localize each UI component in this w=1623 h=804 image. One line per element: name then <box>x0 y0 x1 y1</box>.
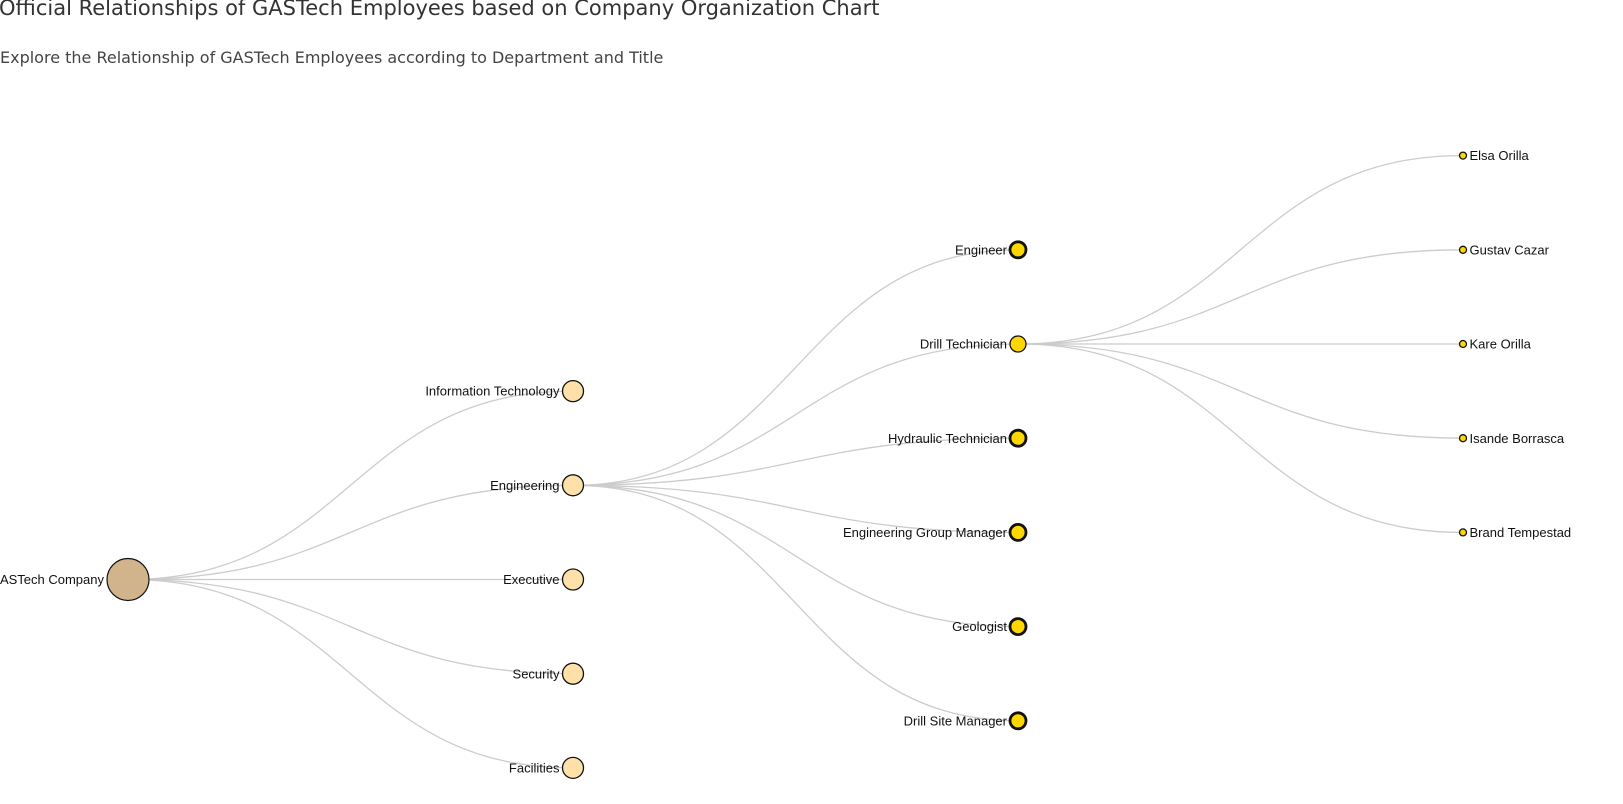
node-circle-security[interactable] <box>561 662 585 685</box>
node-gustav-cazar[interactable]: Gustav Cazar <box>1458 242 1550 257</box>
node-elsa-orilla[interactable]: Elsa Orilla <box>1458 148 1530 163</box>
node-facilities[interactable]: Facilities <box>509 756 585 780</box>
node-label-facilities: Facilities <box>509 760 560 775</box>
node-circle-information-technology[interactable] <box>561 379 585 403</box>
link-engineering-to-geologist <box>572 484 1019 628</box>
link-engineering-to-hydraulic-technician <box>572 437 1019 486</box>
node-circle-executive[interactable] <box>561 568 585 591</box>
node-engineering[interactable]: Engineering <box>490 474 585 497</box>
node-circle-drill-technician[interactable] <box>1009 335 1027 353</box>
node-label-executive: Executive <box>503 572 559 587</box>
node-label-kare-orilla: Kare Orilla <box>1470 337 1532 352</box>
link-gastech-company-to-facilities <box>127 578 574 769</box>
node-label-elsa-orilla: Elsa Orilla <box>1470 148 1530 163</box>
node-label-hydraulic-technician: Hydraulic Technician <box>888 431 1007 446</box>
node-label-security: Security <box>513 666 560 681</box>
link-drill-technician-to-brand-tempestad <box>1017 343 1464 534</box>
node-circle-gustav-cazar[interactable] <box>1458 245 1468 254</box>
link-gastech-company-to-security <box>127 578 574 675</box>
node-hydraulic-technician[interactable]: Hydraulic Technician <box>888 428 1028 448</box>
node-engineer[interactable]: Engineer <box>955 240 1028 260</box>
node-geologist[interactable]: Geologist <box>952 617 1028 636</box>
node-drill-technician[interactable]: Drill Technician <box>920 335 1027 353</box>
node-label-information-technology: Information Technology <box>425 384 560 399</box>
node-circle-facilities[interactable] <box>561 756 585 780</box>
link-gastech-company-to-information-technology <box>127 390 574 581</box>
node-executive[interactable]: Executive <box>503 568 585 591</box>
link-engineering-to-engineering-group-manager <box>572 484 1019 534</box>
node-label-drill-site-manager: Drill Site Manager <box>904 713 1008 728</box>
page-subtitle: Explore the Relationship of GASTech Empl… <box>0 48 664 67</box>
page-title: Official Relationships of GASTech Employ… <box>0 0 880 20</box>
link-drill-technician-to-isande-borrasca <box>1017 343 1464 439</box>
node-engineering-group-manager[interactable]: Engineering Group Manager <box>843 523 1028 542</box>
node-kare-orilla[interactable]: Kare Orilla <box>1458 337 1532 352</box>
node-circle-engineering-group-manager[interactable] <box>1008 523 1028 542</box>
node-circle-brand-tempestad[interactable] <box>1458 528 1468 537</box>
link-drill-technician-to-gustav-cazar <box>1017 249 1464 345</box>
node-circle-geologist[interactable] <box>1008 617 1028 636</box>
node-label-engineer: Engineer <box>955 242 1008 257</box>
tree-links <box>127 154 1464 769</box>
node-circle-engineer[interactable] <box>1008 240 1028 260</box>
node-circle-hydraulic-technician[interactable] <box>1008 428 1028 448</box>
link-gastech-company-to-engineering <box>127 484 574 581</box>
link-engineering-to-drill-technician <box>572 343 1019 486</box>
node-label-geologist: Geologist <box>952 619 1007 634</box>
node-circle-elsa-orilla[interactable] <box>1458 151 1468 160</box>
tree-nodes: GASTech Company Information Technology Eng… <box>0 148 1572 780</box>
link-drill-technician-to-elsa-orilla <box>1017 154 1464 345</box>
node-circle-drill-site-manager[interactable] <box>1008 711 1028 731</box>
link-engineering-to-engineer <box>572 249 1019 486</box>
node-circle-isande-borrasca[interactable] <box>1458 434 1468 443</box>
node-gastech-company[interactable]: GASTech Company <box>0 557 150 602</box>
node-information-technology[interactable]: Information Technology <box>425 379 585 403</box>
node-isande-borrasca[interactable]: Isande Borrasca <box>1458 431 1565 446</box>
link-engineering-to-drill-site-manager <box>572 484 1019 722</box>
node-label-isande-borrasca: Isande Borrasca <box>1470 431 1565 446</box>
node-label-brand-tempestad: Brand Tempestad <box>1470 525 1572 540</box>
node-circle-engineering[interactable] <box>561 474 585 497</box>
node-security[interactable]: Security <box>513 662 585 685</box>
node-label-gastech-company: GASTech Company <box>0 572 104 587</box>
node-brand-tempestad[interactable]: Brand Tempestad <box>1458 525 1572 540</box>
node-label-drill-technician: Drill Technician <box>920 337 1007 352</box>
node-label-engineering: Engineering <box>490 478 559 493</box>
node-circle-kare-orilla[interactable] <box>1458 339 1468 349</box>
node-label-engineering-group-manager: Engineering Group Manager <box>843 525 1008 540</box>
node-drill-site-manager[interactable]: Drill Site Manager <box>904 711 1028 731</box>
node-circle-gastech-company[interactable] <box>106 557 150 602</box>
node-label-gustav-cazar: Gustav Cazar <box>1470 242 1550 257</box>
